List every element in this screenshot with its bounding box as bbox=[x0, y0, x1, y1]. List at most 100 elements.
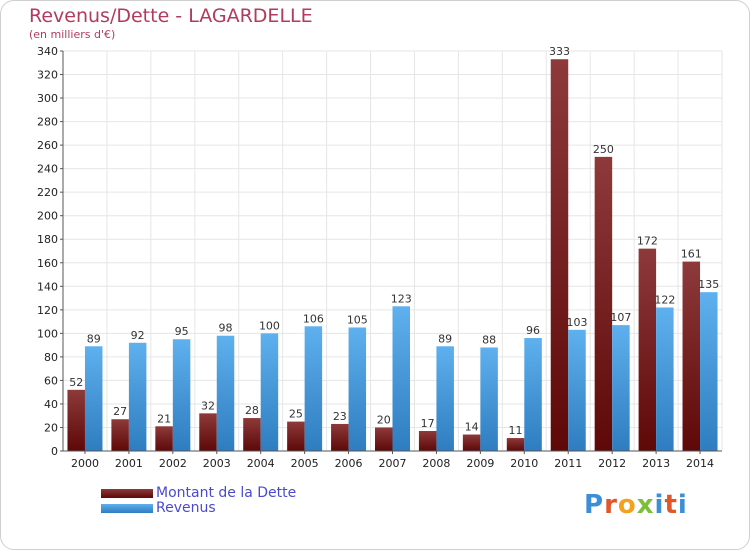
data-label-revenus: 135 bbox=[698, 278, 719, 291]
data-label-revenus: 123 bbox=[391, 292, 412, 305]
data-label-revenus: 100 bbox=[259, 319, 280, 332]
data-label-dette: 172 bbox=[637, 235, 658, 248]
x-tick-label: 2000 bbox=[71, 457, 99, 470]
bar-dette bbox=[243, 418, 261, 451]
data-label-dette: 14 bbox=[465, 421, 479, 434]
data-label-dette: 27 bbox=[113, 405, 127, 418]
bar-dette bbox=[550, 59, 569, 452]
bar-revenus bbox=[260, 333, 279, 451]
bar-dette bbox=[155, 426, 173, 451]
y-tick-label: 20 bbox=[44, 421, 58, 434]
data-label-dette: 11 bbox=[509, 424, 523, 437]
y-tick-label: 180 bbox=[37, 233, 58, 246]
y-tick-label: 100 bbox=[37, 327, 58, 340]
data-label-revenus: 105 bbox=[347, 313, 368, 326]
y-tick-label: 80 bbox=[44, 351, 58, 364]
x-tick-label: 2004 bbox=[247, 457, 275, 470]
bar-revenus bbox=[216, 335, 235, 451]
x-tick-label: 2007 bbox=[379, 457, 407, 470]
legend-swatch-revenus bbox=[101, 504, 153, 513]
y-tick-label: 0 bbox=[51, 445, 58, 458]
data-label-dette: 52 bbox=[69, 376, 83, 389]
data-label-dette: 32 bbox=[201, 399, 215, 412]
x-tick-label: 2012 bbox=[598, 457, 626, 470]
axes: 0204060801001201401601802002202402602803… bbox=[37, 45, 722, 470]
bar-dette bbox=[331, 423, 349, 451]
data-label-revenus: 92 bbox=[131, 329, 145, 342]
data-labels: 52 89 27 92 21 95 32 98 28 100 25 106 23 105 20 123 17 89… bbox=[69, 45, 719, 437]
data-label-dette: 250 bbox=[593, 143, 614, 156]
data-label-revenus: 106 bbox=[303, 312, 324, 325]
bar-revenus bbox=[172, 339, 191, 451]
data-label-revenus: 103 bbox=[566, 316, 587, 329]
x-tick-label: 2009 bbox=[466, 457, 494, 470]
bar-dette bbox=[682, 261, 701, 451]
bar-dette bbox=[287, 421, 305, 451]
bar-revenus bbox=[656, 307, 674, 451]
data-label-dette: 21 bbox=[157, 412, 171, 425]
logo-letter: r bbox=[604, 490, 618, 520]
logo-letter: i bbox=[677, 490, 688, 520]
legend-label-revenus: Revenus bbox=[156, 500, 216, 516]
chart-title: Revenus/Dette - LAGARDELLE bbox=[29, 5, 313, 27]
bar-revenus bbox=[392, 306, 410, 451]
data-label-revenus: 89 bbox=[87, 332, 101, 345]
data-label-revenus: 107 bbox=[610, 311, 631, 324]
y-tick-label: 240 bbox=[37, 163, 58, 176]
y-tick-label: 280 bbox=[37, 116, 58, 129]
data-label-revenus: 88 bbox=[482, 333, 496, 346]
bars bbox=[67, 59, 718, 452]
y-tick-label: 220 bbox=[37, 186, 58, 199]
data-label-revenus: 98 bbox=[219, 322, 233, 335]
data-label-dette: 28 bbox=[245, 404, 259, 417]
data-label-dette: 333 bbox=[549, 45, 570, 58]
logo-letter: i bbox=[654, 490, 665, 520]
y-tick-label: 200 bbox=[37, 210, 58, 223]
chart-subtitle: (en milliers d'€) bbox=[29, 28, 116, 41]
logo-letter: t bbox=[664, 490, 678, 520]
bar-revenus bbox=[524, 338, 542, 451]
y-tick-label: 300 bbox=[37, 92, 58, 105]
logo-letter: x bbox=[636, 490, 655, 520]
x-tick-label: 2005 bbox=[291, 457, 319, 470]
bar-dette bbox=[506, 438, 525, 451]
data-label-dette: 23 bbox=[333, 410, 347, 423]
proxiti-logo: Proxiti bbox=[584, 490, 688, 520]
data-label-revenus: 95 bbox=[175, 325, 189, 338]
bar-revenus bbox=[700, 292, 718, 451]
bar-revenus bbox=[436, 346, 454, 451]
bar-dette bbox=[638, 248, 657, 451]
y-tick-label: 140 bbox=[37, 280, 58, 293]
data-label-revenus: 122 bbox=[654, 293, 675, 306]
x-tick-label: 2010 bbox=[510, 457, 538, 470]
y-tick-label: 160 bbox=[37, 257, 58, 270]
bar-dette bbox=[67, 389, 85, 451]
x-tick-label: 2014 bbox=[686, 457, 714, 470]
x-tick-label: 2008 bbox=[422, 457, 450, 470]
bar-revenus bbox=[348, 327, 367, 451]
x-tick-label: 2011 bbox=[554, 457, 582, 470]
y-tick-label: 60 bbox=[44, 374, 58, 387]
x-tick-label: 2003 bbox=[203, 457, 231, 470]
x-tick-label: 2002 bbox=[159, 457, 187, 470]
bar-revenus bbox=[304, 326, 323, 451]
bar-revenus bbox=[612, 325, 630, 451]
legend-label-dette: Montant de la Dette bbox=[156, 485, 297, 501]
y-tick-label: 40 bbox=[44, 398, 58, 411]
bar-dette bbox=[199, 413, 217, 451]
bar-revenus bbox=[128, 342, 147, 451]
y-tick-label: 120 bbox=[37, 304, 58, 317]
bar-dette bbox=[594, 156, 613, 451]
grid-lines bbox=[62, 50, 723, 452]
data-label-revenus: 96 bbox=[526, 324, 540, 337]
data-label-dette: 161 bbox=[681, 248, 702, 261]
y-tick-label: 260 bbox=[37, 139, 58, 152]
logo-letter: P bbox=[584, 490, 605, 520]
bar-dette bbox=[462, 434, 481, 451]
bar-dette bbox=[375, 427, 393, 451]
x-tick-label: 2001 bbox=[115, 457, 143, 470]
logo-letter: o bbox=[617, 490, 637, 520]
data-label-dette: 20 bbox=[377, 413, 391, 426]
y-tick-label: 320 bbox=[37, 69, 58, 82]
